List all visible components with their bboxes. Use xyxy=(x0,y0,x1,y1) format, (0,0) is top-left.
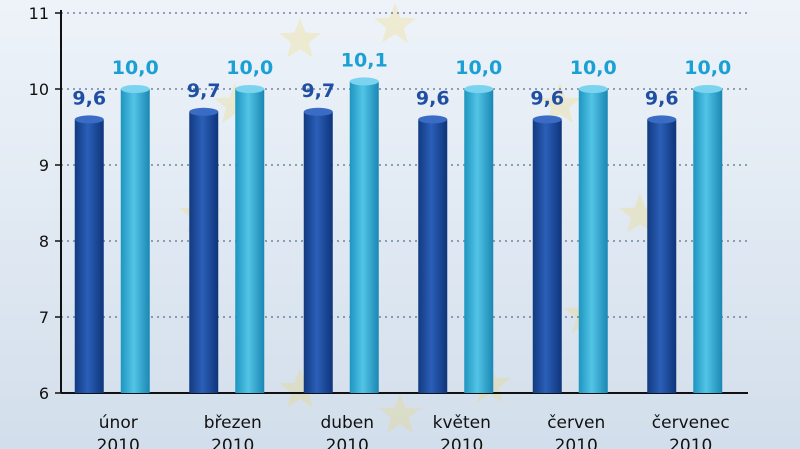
bar-series-2[interactable] xyxy=(693,89,723,393)
data-label-series-1: 9,7 xyxy=(187,80,221,102)
bar-top-series-1 xyxy=(303,107,333,116)
background-star xyxy=(214,83,256,123)
y-tick-label: 6 xyxy=(39,384,49,403)
x-tick-label-year: 2010 xyxy=(555,436,598,449)
x-tick-label-month: červen xyxy=(547,413,605,433)
data-label-series-2: 10,1 xyxy=(341,49,388,71)
y-tick-label: 10 xyxy=(29,80,49,99)
data-label-series-2: 10,0 xyxy=(455,57,502,79)
background-star xyxy=(379,393,421,433)
y-tick-label: 9 xyxy=(39,156,49,175)
x-tick-label-month: květen xyxy=(433,413,491,433)
x-tick-label-month: březen xyxy=(204,413,262,433)
bar-series-2[interactable] xyxy=(578,89,608,393)
bar-series-2[interactable] xyxy=(464,89,494,393)
bar-top-series-2 xyxy=(349,77,379,86)
x-tick-label-month: únor xyxy=(99,413,138,433)
bar-top-series-2 xyxy=(578,85,608,93)
x-tick-label-year: 2010 xyxy=(669,436,712,449)
y-tick-label: 7 xyxy=(39,308,49,327)
bar-top-series-1 xyxy=(418,115,448,124)
bar-series-1[interactable] xyxy=(189,111,219,394)
data-label-series-1: 9,6 xyxy=(530,87,564,109)
x-tick-label-year: 2010 xyxy=(211,436,254,449)
data-label-series-1: 9,6 xyxy=(416,87,450,109)
y-tick-label: 11 xyxy=(29,4,49,23)
x-tick-label-year: 2010 xyxy=(326,436,369,449)
x-tick-label-month: duben xyxy=(320,413,374,433)
bar-series-2[interactable] xyxy=(120,89,150,393)
bar-series-2[interactable] xyxy=(235,89,265,393)
bar-top-series-1 xyxy=(74,115,104,124)
bar-top-series-1 xyxy=(189,107,219,116)
data-label-series-2: 10,0 xyxy=(226,57,273,79)
x-tick-label-month: červenec xyxy=(652,413,730,433)
data-label-series-1: 9,7 xyxy=(301,80,335,102)
bar-series-1[interactable] xyxy=(303,111,333,394)
data-label-series-2: 10,0 xyxy=(570,57,617,79)
bar-top-series-2 xyxy=(693,85,723,93)
x-tick-label-year: 2010 xyxy=(440,436,483,449)
bar-top-series-1 xyxy=(532,115,562,124)
x-tick-label-year: 2010 xyxy=(97,436,140,449)
y-tick-label: 8 xyxy=(39,232,49,251)
background-star xyxy=(539,83,581,123)
background-star xyxy=(279,18,321,58)
bar-series-1[interactable] xyxy=(532,119,562,394)
bar-series-1[interactable] xyxy=(647,119,677,394)
data-label-series-2: 10,0 xyxy=(684,57,731,79)
bar-top-series-2 xyxy=(464,85,494,93)
bar-series-2[interactable] xyxy=(349,81,379,394)
bar-top-series-2 xyxy=(235,85,265,93)
background-star xyxy=(279,368,321,408)
data-label-series-1: 9,6 xyxy=(72,87,106,109)
data-label-series-1: 9,6 xyxy=(645,87,679,109)
bar-top-series-1 xyxy=(647,115,677,124)
bar-series-1[interactable] xyxy=(74,119,104,394)
background-star xyxy=(619,193,661,233)
background-star xyxy=(374,3,416,43)
bar-top-series-2 xyxy=(120,85,150,93)
bar-series-1[interactable] xyxy=(418,119,448,394)
data-label-series-2: 10,0 xyxy=(112,57,159,79)
